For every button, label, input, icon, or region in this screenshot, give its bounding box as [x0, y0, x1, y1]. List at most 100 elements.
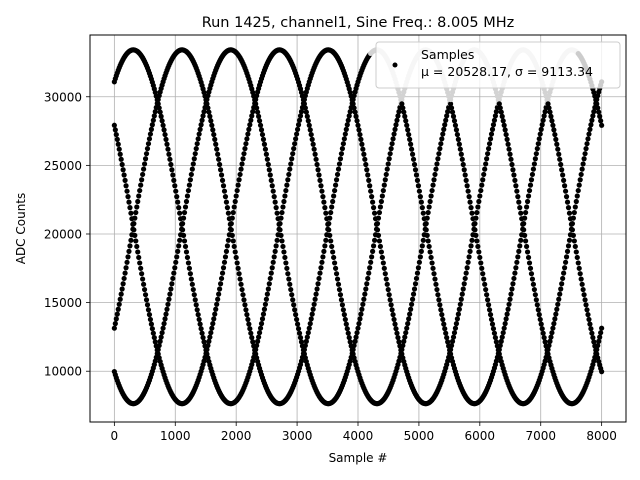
- data-point: [534, 146, 540, 152]
- data-point: [152, 339, 158, 345]
- data-point: [531, 161, 537, 167]
- data-point: [570, 215, 576, 221]
- data-point: [473, 232, 479, 238]
- data-point: [155, 347, 161, 353]
- data-point: [136, 193, 142, 199]
- data-point: [573, 198, 579, 205]
- data-point: [562, 259, 569, 265]
- data-point: [256, 113, 262, 119]
- data-point: [410, 156, 417, 162]
- data-point: [241, 297, 247, 303]
- data-point: [455, 311, 461, 317]
- data-point: [354, 330, 360, 336]
- y-tick-label: 10000: [44, 365, 82, 379]
- data-point: [261, 306, 268, 312]
- data-point: [417, 254, 423, 260]
- data-point: [525, 193, 532, 199]
- data-point: [515, 254, 521, 260]
- data-point: [474, 238, 480, 244]
- data-point: [269, 265, 275, 271]
- data-point: [298, 339, 305, 345]
- data-point: [595, 342, 601, 349]
- data-point: [301, 101, 307, 107]
- data-point: [281, 249, 287, 255]
- y-axis-label: ADC Counts: [14, 193, 28, 265]
- data-point: [532, 292, 538, 298]
- data-point: [246, 126, 252, 132]
- data-point: [353, 113, 359, 119]
- data-point: [223, 248, 230, 254]
- data-point: [540, 117, 546, 123]
- data-point: [394, 117, 400, 123]
- data-point: [321, 199, 327, 205]
- data-point: [225, 237, 231, 243]
- data-point: [199, 330, 205, 336]
- data-point: [143, 151, 150, 157]
- data-point: [179, 221, 186, 227]
- data-point: [268, 177, 274, 183]
- data-point: [432, 171, 438, 178]
- data-point: [209, 122, 215, 128]
- data-point: [464, 183, 470, 189]
- data-point: [293, 312, 299, 318]
- data-point: [295, 326, 302, 332]
- data-point: [118, 156, 124, 162]
- y-tick-label: 30000: [44, 90, 82, 104]
- data-point: [350, 347, 356, 353]
- data-point: [253, 347, 259, 353]
- data-point: [493, 109, 499, 115]
- data-point: [146, 136, 153, 142]
- data-point: [302, 342, 308, 349]
- data-point: [501, 325, 507, 331]
- data-point: [535, 307, 541, 313]
- data-point: [328, 209, 334, 216]
- data-point: [256, 334, 262, 340]
- data-point: [117, 296, 123, 302]
- data-point: [188, 276, 194, 282]
- data-point: [453, 127, 460, 133]
- data-point: [317, 177, 323, 183]
- data-point: [549, 330, 555, 336]
- data-point: [157, 109, 163, 115]
- data-point: [258, 127, 265, 133]
- data-point: [483, 286, 489, 293]
- data-point: [120, 167, 126, 173]
- data-point: [377, 243, 384, 250]
- data-point: [155, 101, 161, 107]
- data-point: [383, 276, 389, 282]
- x-tick-label: 1000: [160, 429, 191, 443]
- x-tick-label: 8000: [586, 429, 617, 443]
- data-point: [271, 194, 277, 200]
- data-point: [323, 210, 329, 216]
- data-point: [223, 199, 230, 205]
- data-point: [115, 306, 121, 312]
- data-point: [185, 260, 192, 266]
- data-point: [341, 312, 347, 318]
- data-point: [472, 221, 478, 227]
- data-point: [119, 286, 125, 292]
- data-point: [571, 209, 577, 216]
- data-point: [119, 161, 125, 168]
- x-tick-label: 6000: [465, 429, 496, 443]
- data-point: [352, 338, 358, 344]
- data-point: [533, 297, 539, 303]
- data-point: [512, 177, 518, 183]
- data-point: [357, 131, 363, 138]
- data-point: [416, 259, 422, 265]
- data-point: [265, 161, 271, 168]
- data-point: [175, 199, 181, 205]
- data-point: [392, 321, 398, 327]
- data-point: [180, 232, 187, 238]
- data-point: [277, 221, 283, 227]
- data-point: [327, 215, 333, 221]
- data-point: [159, 330, 165, 336]
- data-point: [320, 254, 326, 260]
- data-point: [563, 194, 570, 200]
- data-point: [518, 210, 524, 216]
- data-point: [527, 265, 534, 271]
- data-point: [540, 330, 546, 336]
- data-point: [238, 166, 244, 172]
- data-point: [279, 238, 285, 244]
- data-point: [510, 167, 516, 173]
- data-point: [583, 146, 589, 152]
